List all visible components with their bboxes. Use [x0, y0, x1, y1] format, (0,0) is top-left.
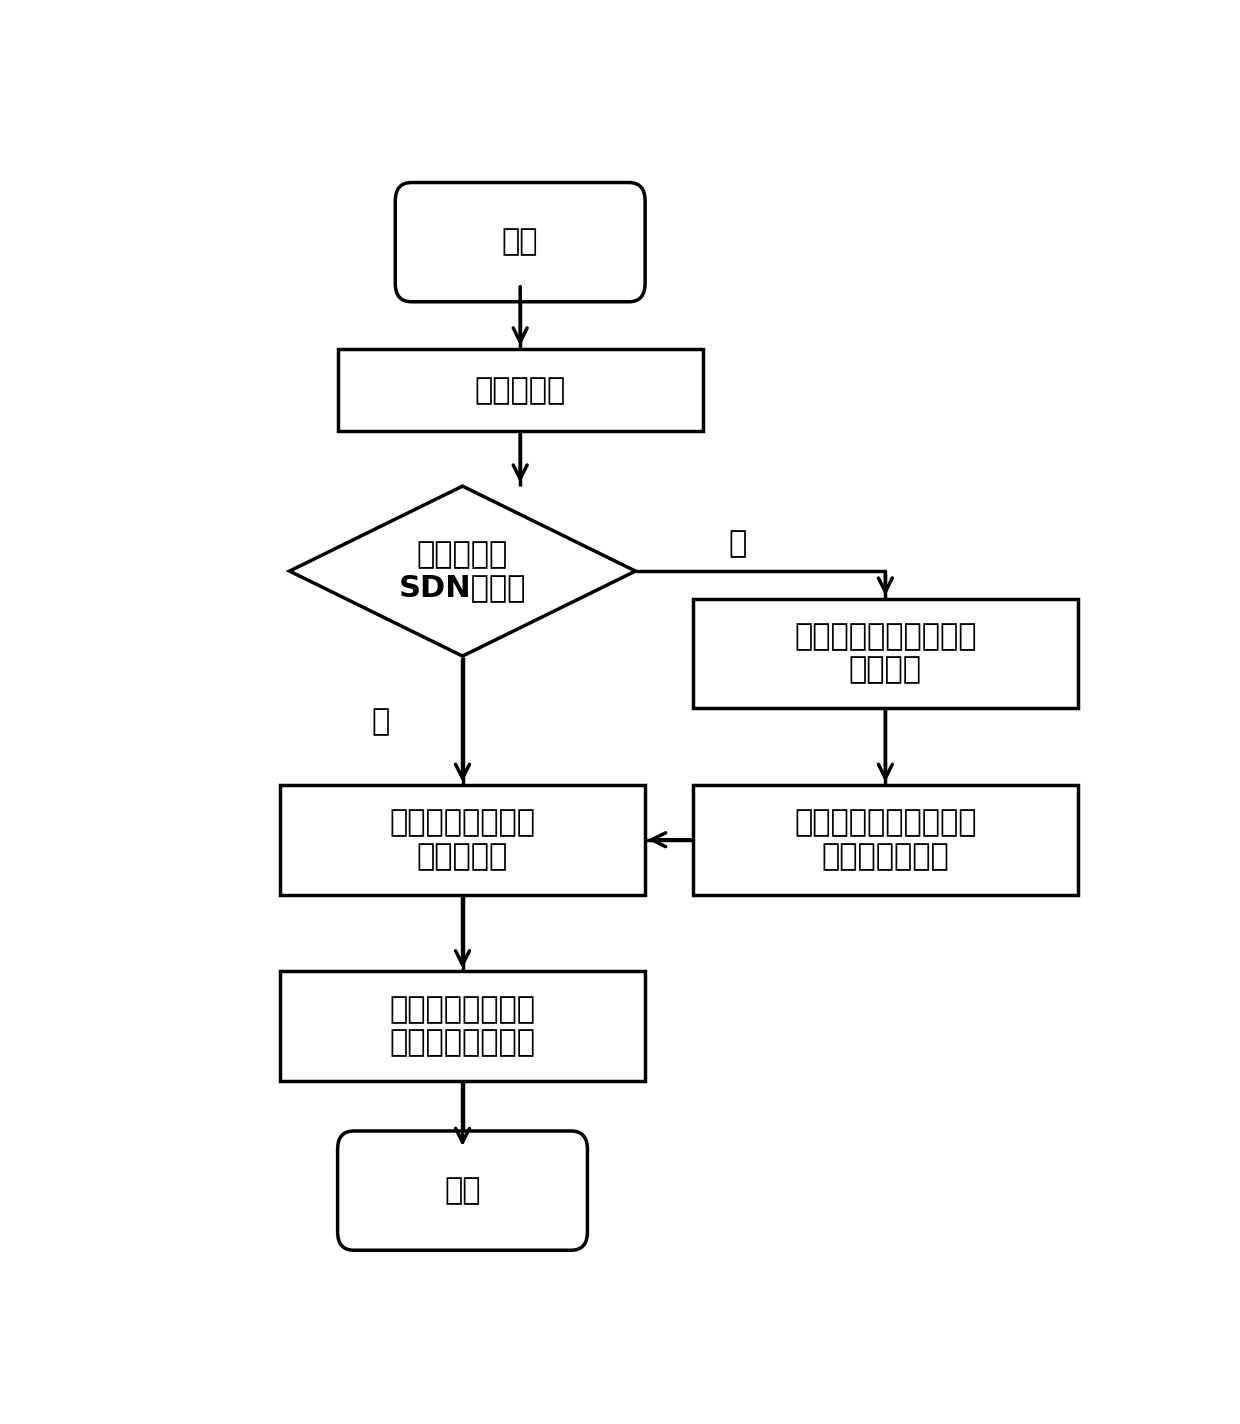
- Text: 否: 否: [728, 530, 746, 558]
- Text: 开始: 开始: [502, 228, 538, 256]
- Bar: [280, 971, 645, 1081]
- Bar: [693, 598, 1078, 708]
- Text: 是: 是: [372, 706, 389, 736]
- Bar: [337, 349, 703, 431]
- Text: 根据出口边界路由网关
获取目的交换机: 根据出口边界路由网关 获取目的交换机: [794, 809, 977, 871]
- Bar: [693, 785, 1078, 894]
- Polygon shape: [290, 486, 635, 656]
- Text: 根据目的主机获取
目的交换机: 根据目的主机获取 目的交换机: [389, 809, 536, 871]
- Text: 收到数据包: 收到数据包: [475, 376, 565, 404]
- Text: 为数据包选择出口边界
路由网关: 为数据包选择出口边界 路由网关: [794, 622, 977, 685]
- Text: 在源目的交换机间
选择路径下发流表: 在源目的交换机间 选择路径下发流表: [389, 995, 536, 1058]
- FancyBboxPatch shape: [337, 1131, 588, 1250]
- Bar: [280, 785, 645, 894]
- Text: 开始: 开始: [444, 1176, 481, 1205]
- Text: 目的网络是
SDN网络？: 目的网络是 SDN网络？: [399, 540, 526, 602]
- FancyBboxPatch shape: [396, 182, 645, 302]
